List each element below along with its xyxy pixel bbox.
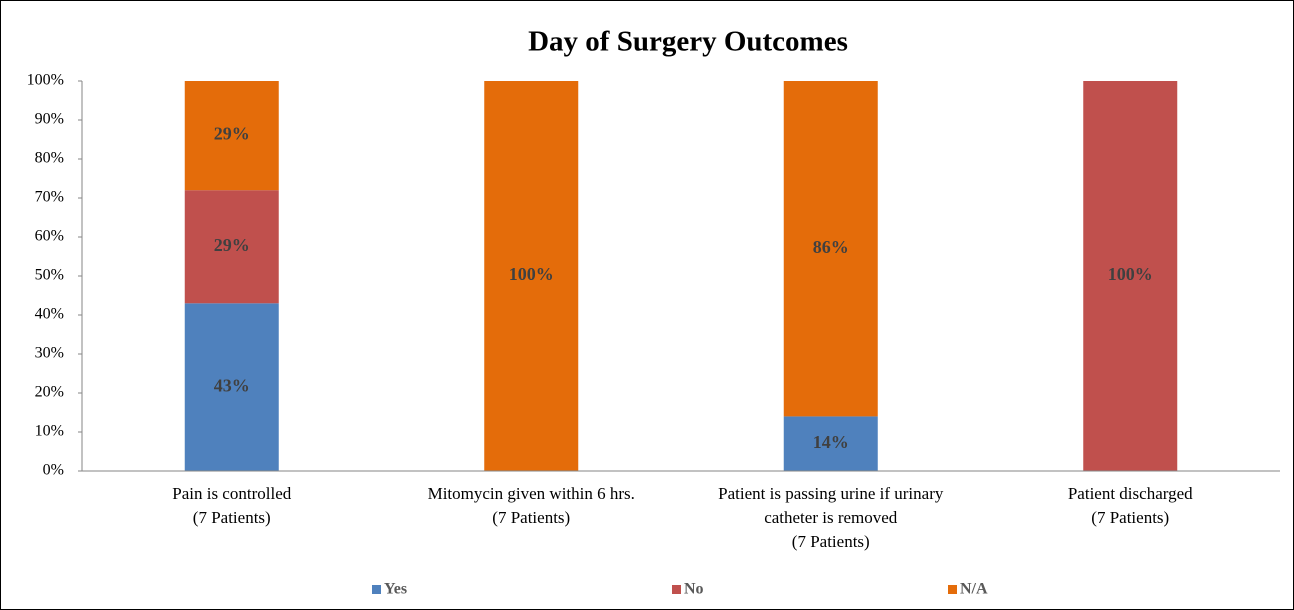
y-tick-label: 100% — [27, 72, 64, 89]
bar-segment — [783, 81, 878, 417]
legend-label: Yes — [384, 581, 407, 598]
data-label: 100% — [509, 264, 554, 284]
chart-title: Day of Surgery Outcomes — [528, 26, 848, 58]
x-tick-label-line: (7 Patients) — [792, 532, 870, 551]
x-tick-label-line: Pain is controlled — [172, 484, 291, 503]
data-label: 29% — [214, 124, 250, 144]
data-label: 100% — [1108, 264, 1153, 284]
data-label: 86% — [813, 237, 849, 257]
legend-swatch — [672, 585, 681, 594]
x-tick-label-line: Patient discharged — [1068, 484, 1193, 503]
x-tick-label: Patient is passing urine if urinary cathe… — [718, 484, 944, 551]
data-label: 29% — [214, 235, 250, 255]
x-tick-label-line: (7 Patients) — [193, 508, 271, 527]
data-label: 14% — [813, 432, 849, 452]
legend-label: No — [684, 581, 704, 598]
y-tick-label: 20% — [35, 384, 64, 401]
y-tick-label: 10% — [35, 423, 64, 440]
x-tick-label: Pain is controlled (7 Patients) — [172, 484, 291, 527]
legend-label: N/A — [960, 581, 988, 598]
y-tick-label: 40% — [35, 306, 64, 323]
bar-segment — [1083, 81, 1178, 471]
bar-segment — [783, 416, 878, 471]
y-tick-label: 30% — [35, 345, 64, 362]
y-tick-label: 0% — [43, 462, 64, 479]
plot-area — [184, 81, 1178, 471]
x-tick-label: Patient discharged (7 Patients) — [1068, 484, 1193, 527]
bar-segment — [184, 303, 279, 471]
y-tick-label: 70% — [35, 189, 64, 206]
x-tick-label-line: (7 Patients) — [1091, 508, 1169, 527]
x-tick-label-line: (7 Patients) — [492, 508, 570, 527]
bar-segment — [184, 81, 279, 191]
y-tick-label: 60% — [35, 228, 64, 245]
y-tick-label: 90% — [35, 111, 64, 128]
legend-swatch — [372, 585, 381, 594]
bar-segment — [484, 81, 579, 471]
x-tick-label-line: catheter is removed — [764, 508, 898, 527]
data-label: 43% — [214, 375, 250, 395]
x-tick-label-line: Patient is passing urine if urinary — [718, 484, 944, 503]
legend-swatch — [948, 585, 957, 594]
x-tick-label-line: Mitomycin given within 6 hrs. — [428, 484, 635, 503]
y-tick-label: 50% — [35, 267, 64, 284]
bar-segment — [184, 190, 279, 304]
x-tick-label: Mitomycin given within 6 hrs. (7 Patients… — [428, 484, 635, 527]
y-tick-label: 80% — [35, 150, 64, 167]
